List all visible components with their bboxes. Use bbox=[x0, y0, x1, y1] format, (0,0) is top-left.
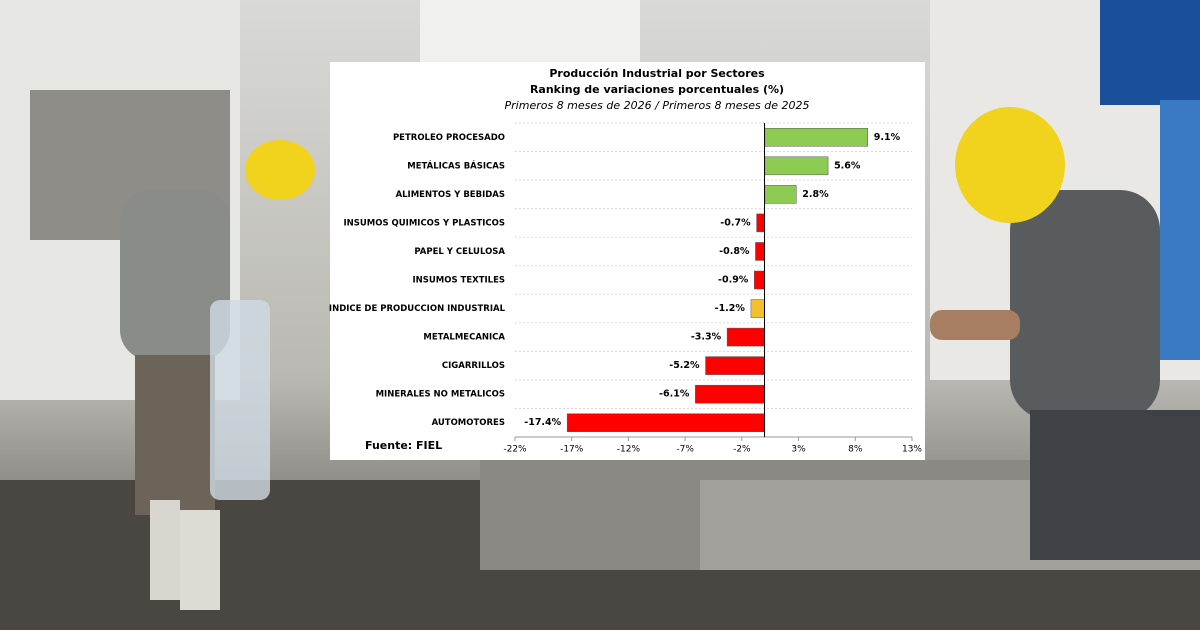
value-label: -3.3% bbox=[691, 332, 722, 343]
value-label: 9.1% bbox=[874, 132, 901, 143]
x-tick-label: 8% bbox=[848, 445, 863, 455]
category-label: METÁLICAS BÁSICAS bbox=[407, 159, 505, 171]
x-tick-label: 3% bbox=[791, 445, 806, 455]
bar bbox=[764, 128, 869, 147]
value-label: 5.6% bbox=[834, 160, 861, 171]
category-label: INSUMOS TEXTILES bbox=[412, 276, 505, 286]
category-label: CIGARRILLOS bbox=[442, 361, 505, 371]
bar bbox=[764, 185, 797, 204]
bar bbox=[756, 213, 765, 233]
bar bbox=[755, 242, 765, 261]
bar bbox=[566, 413, 765, 432]
bar bbox=[754, 270, 765, 290]
category-label: PETROLEO PROCESADO bbox=[393, 133, 505, 143]
value-label: -6.1% bbox=[659, 389, 690, 400]
chart-title: Producción Industrial por Sectores bbox=[549, 67, 765, 80]
category-label: METALMECANICA bbox=[423, 333, 505, 343]
bar bbox=[764, 156, 829, 176]
value-label: -0.9% bbox=[718, 275, 749, 286]
x-tick-label: -2% bbox=[733, 445, 751, 455]
category-label: INDICE DE PRODUCCION INDUSTRIAL bbox=[329, 304, 506, 314]
chart-background bbox=[330, 62, 925, 460]
bar bbox=[750, 299, 765, 318]
plot-area: -22% -17% -12% -7% -2% 3% 8% 13% PETROLEO PROCES… bbox=[329, 122, 922, 455]
x-tick-label: -22% bbox=[503, 445, 527, 455]
category-label: MINERALES NO METALICOS bbox=[376, 390, 505, 400]
value-label: -0.7% bbox=[720, 217, 751, 228]
category-label: INSUMOS QUIMICOS Y PLASTICOS bbox=[343, 218, 505, 228]
value-label: -1.2% bbox=[715, 303, 746, 314]
x-tick-label: -7% bbox=[676, 445, 694, 455]
value-label: -5.2% bbox=[669, 360, 700, 371]
chart-subtitle: Ranking de variaciones porcentuales (%) bbox=[530, 83, 784, 96]
bar bbox=[695, 384, 765, 404]
x-tick-label: -17% bbox=[560, 445, 584, 455]
bar bbox=[705, 356, 765, 375]
chart-panel: Producción Industrial por Sectores Ranki… bbox=[329, 62, 925, 460]
bar bbox=[726, 327, 765, 347]
source-note: Fuente: FIEL bbox=[365, 439, 442, 452]
x-tick-label: -12% bbox=[617, 445, 641, 455]
category-label: PAPEL Y CELULOSA bbox=[414, 247, 505, 257]
value-label: 2.8% bbox=[802, 189, 829, 200]
value-label: -0.8% bbox=[719, 246, 750, 257]
category-label: ALIMENTOS Y BEBIDAS bbox=[396, 190, 505, 200]
category-label: AUTOMOTORES bbox=[432, 418, 505, 428]
chart-period: Primeros 8 meses de 2026 / Primeros 8 me… bbox=[505, 99, 810, 112]
x-tick-label: 13% bbox=[902, 445, 922, 455]
value-label: -17.4% bbox=[524, 417, 561, 428]
